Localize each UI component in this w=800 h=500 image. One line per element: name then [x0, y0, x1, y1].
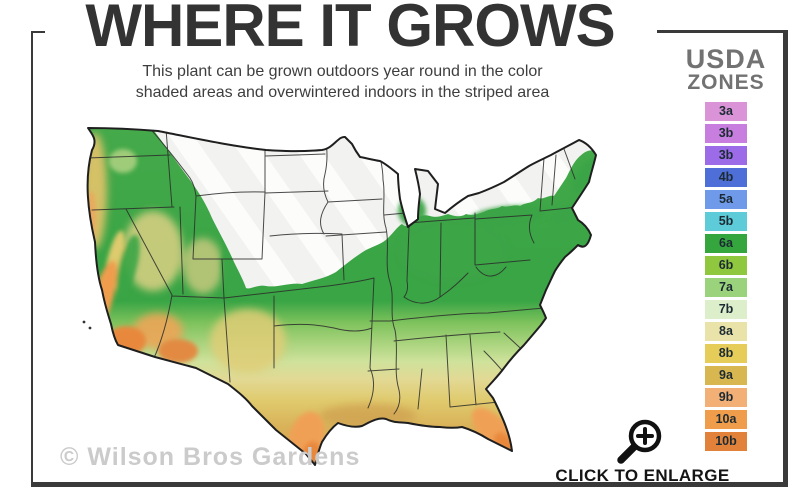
zone-swatch-6a-6: 6a — [705, 234, 747, 253]
frame-border-left — [31, 31, 33, 485]
frame-border-top-left — [31, 31, 45, 33]
zone-swatch-9b-13: 9b — [705, 388, 747, 407]
click-to-enlarge-button[interactable]: CLICK TO ENLARGE — [555, 466, 730, 485]
zone-swatch-7a-8: 7a — [705, 278, 747, 297]
zone-regions — [87, 128, 596, 465]
legend-title-zones: ZONES — [687, 71, 765, 94]
channel-island-dot — [88, 326, 92, 330]
zone-swatch-3a-0: 3a — [705, 102, 747, 121]
watermark: © Wilson Bros Gardens — [60, 443, 361, 471]
frame-border-bottom — [31, 482, 788, 487]
subtitle-line2: shaded areas and overwintered indoors in… — [135, 84, 550, 101]
zone-swatch-6b-7: 6b — [705, 256, 747, 275]
zone-swatch-3b-2: 3b — [705, 146, 747, 165]
zone-swatch-10b-15: 10b — [705, 432, 747, 451]
legend-title-usda: USDA — [685, 44, 767, 74]
zone-swatch-3b-1: 3b — [705, 124, 747, 143]
state-borders — [87, 128, 579, 415]
frame-border-top-right — [657, 30, 784, 33]
zone-swatch-8b-11: 8b — [705, 344, 747, 363]
zone-swatch-9a-12: 9a — [705, 366, 747, 385]
zone-swatch-5a-4: 5a — [705, 190, 747, 209]
subtitle: This plant can be grown outdoors year ro… — [80, 61, 605, 103]
zone-list: 3a 3b 3b 4b 5a 5b 6a 6b 7a 7b 8a 8b 9a 9b 10a 10b — [705, 102, 747, 454]
zone-swatch-8a-10: 8a — [705, 322, 747, 341]
zone-swatch-10a-14: 10a — [705, 410, 747, 429]
zone-swatch-4b-3: 4b — [705, 168, 747, 187]
magnifier-plus-icon[interactable] — [612, 408, 678, 468]
us-outline — [86, 127, 597, 466]
zone-swatch-5b-5: 5b — [705, 212, 747, 231]
page-title: WHERE IT GROWS — [85, 0, 615, 59]
subtitle-line1: This plant can be grown outdoors year ro… — [142, 63, 543, 80]
us-zone-map[interactable] — [38, 116, 638, 472]
frame-border-right — [783, 30, 788, 487]
zone-swatch-7b-9: 7b — [705, 300, 747, 319]
channel-island-dot — [82, 320, 86, 324]
